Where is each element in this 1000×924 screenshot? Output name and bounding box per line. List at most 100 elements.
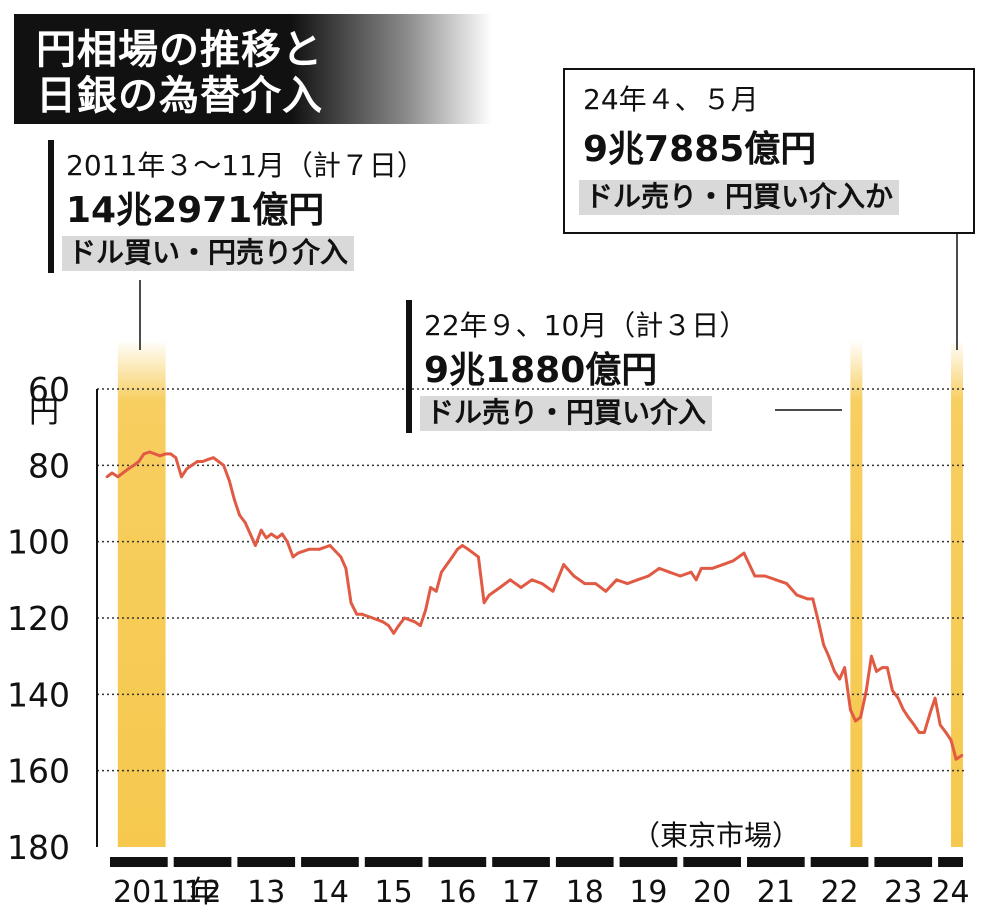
data-point xyxy=(880,666,884,670)
x-tick-label-12: 12 xyxy=(183,875,221,910)
data-point xyxy=(371,616,375,620)
data-point xyxy=(275,536,279,540)
data-point xyxy=(105,475,109,479)
data-point xyxy=(954,757,958,761)
chart-title-line1: 円相場の推移と xyxy=(36,27,323,73)
usd-jpy-series-line xyxy=(106,450,963,761)
data-point xyxy=(938,723,942,727)
data-point xyxy=(626,582,629,586)
x-tick-label-20: 20 xyxy=(693,875,731,910)
data-point xyxy=(657,566,661,570)
data-point xyxy=(169,452,173,456)
data-point xyxy=(403,616,406,620)
data-point xyxy=(254,544,257,547)
data-point xyxy=(594,582,597,586)
x-year-segment-20 xyxy=(683,857,741,867)
x-year-segment-24 xyxy=(938,857,963,867)
data-point xyxy=(233,498,236,502)
data-point xyxy=(822,643,826,647)
data-point xyxy=(238,513,241,517)
title-box: 円相場の推移と 日銀の為替介入 xyxy=(14,14,492,124)
x-tick-label-22: 22 xyxy=(820,875,858,910)
data-point xyxy=(912,723,916,727)
x-tick-label-23: 23 xyxy=(884,875,922,910)
data-point xyxy=(917,731,921,734)
x-year-segment-2011年 xyxy=(110,857,168,867)
annotation-2022-period: 22年９、10月（計３日） xyxy=(424,309,748,342)
data-point xyxy=(158,454,162,458)
x-year-segment-21 xyxy=(747,857,805,867)
data-point xyxy=(647,574,650,578)
data-point xyxy=(429,586,432,589)
data-point xyxy=(180,475,183,479)
data-point xyxy=(859,715,862,719)
data-point xyxy=(885,666,889,670)
x-year-segment-12 xyxy=(173,857,232,867)
intervention-band-3 xyxy=(951,340,964,847)
annotation-2022-bar xyxy=(406,300,412,433)
data-point xyxy=(482,601,486,605)
data-point xyxy=(854,719,857,723)
data-point xyxy=(360,612,364,616)
data-point xyxy=(668,570,671,574)
data-point xyxy=(689,570,693,574)
y-axis-unit-label: 円 xyxy=(29,395,59,430)
annotation-2024: 24年４、５月 9兆7885億円 ドル売り・円買い介入か xyxy=(563,68,975,234)
x-year-segment-15 xyxy=(364,857,423,867)
source-note: （東京市場） xyxy=(632,819,801,852)
data-point xyxy=(280,532,284,536)
annotation-2011-bar xyxy=(48,140,54,273)
data-point xyxy=(519,586,523,589)
data-point xyxy=(891,689,894,692)
data-point xyxy=(615,578,618,582)
x-tick-label-2011年: 2011年 xyxy=(113,875,219,910)
annotation-2024-type: ドル売り・円買い介入か xyxy=(579,180,900,215)
x-tick-label-24: 24 xyxy=(931,875,969,910)
intervention-band-2 xyxy=(850,340,863,847)
data-point xyxy=(795,593,799,597)
intervention-band-1 xyxy=(117,340,166,847)
data-point xyxy=(864,689,868,692)
data-point xyxy=(440,570,443,574)
data-point xyxy=(901,708,905,711)
x-tick-label-17: 17 xyxy=(502,875,540,910)
data-point xyxy=(833,670,836,673)
data-point xyxy=(870,654,873,658)
annotation-2022: 22年９、10月（計３日） 9兆1880億円 ドル売り・円買い介入 xyxy=(406,300,786,440)
data-point xyxy=(944,731,948,734)
data-point xyxy=(142,452,146,456)
data-point xyxy=(264,536,268,540)
data-point xyxy=(551,589,555,593)
data-point xyxy=(137,460,141,463)
data-point xyxy=(285,540,289,544)
data-point xyxy=(742,551,746,555)
data-point xyxy=(387,624,390,628)
data-point xyxy=(604,589,608,593)
data-point xyxy=(928,712,932,715)
data-point xyxy=(116,475,120,479)
data-point xyxy=(508,578,512,582)
data-point xyxy=(148,450,152,454)
data-point xyxy=(328,544,332,547)
data-point xyxy=(636,578,640,582)
data-point xyxy=(487,593,491,597)
data-point xyxy=(164,452,168,456)
data-point xyxy=(269,532,273,536)
data-point xyxy=(413,620,417,624)
data-point xyxy=(339,555,343,559)
data-point xyxy=(455,547,459,551)
y-tick-label-160: 160 xyxy=(7,752,70,791)
data-point xyxy=(392,631,396,635)
data-point xyxy=(562,563,566,566)
data-point xyxy=(960,754,964,757)
data-point xyxy=(419,624,422,628)
y-tick-label-120: 120 xyxy=(7,599,70,638)
data-point xyxy=(753,574,757,578)
data-point xyxy=(355,612,359,616)
data-point xyxy=(848,708,852,711)
data-point xyxy=(540,582,544,586)
data-point xyxy=(827,654,831,658)
data-point xyxy=(450,555,454,559)
data-point xyxy=(349,601,353,605)
annotation-2011-type: ドル買い・円売り介入 xyxy=(62,236,355,271)
